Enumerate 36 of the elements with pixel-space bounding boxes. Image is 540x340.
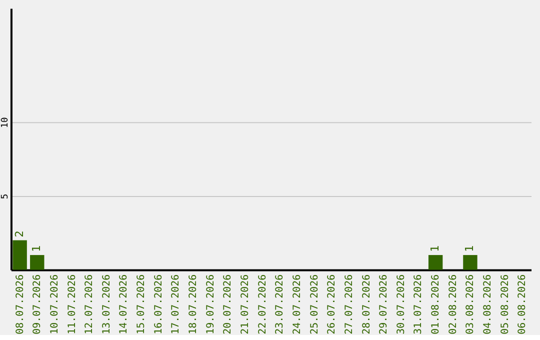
x-tick-label: 14.07.2026 (118, 274, 130, 334)
x-tick-label: 09.07.2026 (32, 274, 44, 334)
x-tick-label: 27.07.2026 (344, 274, 355, 334)
x-tick-label: 12.07.2026 (84, 274, 96, 334)
y-tick-label: 5 (0, 194, 10, 200)
x-tick-label: 15.07.2026 (136, 274, 148, 334)
y-tick-label: 10 (0, 117, 10, 128)
x-tick-label: 17.07.2026 (170, 274, 182, 334)
x-tick-label: 01.08.2026 (430, 274, 442, 334)
x-tick-label: 18.07.2026 (188, 274, 200, 334)
data-label: 1 (463, 245, 476, 252)
x-tick-label: 02.08.2026 (448, 274, 459, 334)
x-tick-label: 28.07.2026 (361, 274, 372, 334)
data-label: 2 (12, 230, 26, 238)
x-tick-label: 06.08.2026 (517, 274, 528, 334)
x-tick-label: 11.07.2026 (66, 274, 78, 334)
x-tick-label: 29.07.2026 (378, 274, 390, 334)
data-label: 1 (428, 245, 442, 252)
x-tick-label: 21.07.2026 (240, 274, 252, 334)
x-tick-label: 30.07.2026 (396, 274, 407, 334)
x-tick-label: 31.07.2026 (413, 274, 424, 334)
data-label: 1 (30, 245, 44, 252)
x-tick-label: 04.08.2026 (482, 274, 494, 334)
x-tick-label: 25.07.2026 (309, 274, 320, 334)
x-tick-label: 23.07.2026 (274, 274, 286, 334)
x-tick-label: 20.07.2026 (222, 274, 234, 334)
x-tick-label: 08.07.2026 (14, 274, 26, 334)
x-tick-label: 22.07.2026 (257, 274, 268, 334)
x-tick-label: 13.07.2026 (101, 274, 112, 334)
x-tick-label: 24.07.2026 (292, 274, 303, 334)
x-tick-label: 26.07.2026 (326, 274, 338, 334)
x-tick-label: 19.07.2026 (205, 274, 216, 334)
x-tick-label: 03.08.2026 (465, 274, 476, 334)
x-tick-label: 05.08.2026 (500, 274, 511, 334)
x-tick-label: 16.07.2026 (153, 274, 164, 334)
x-tick-label: 10.07.2026 (49, 274, 60, 334)
